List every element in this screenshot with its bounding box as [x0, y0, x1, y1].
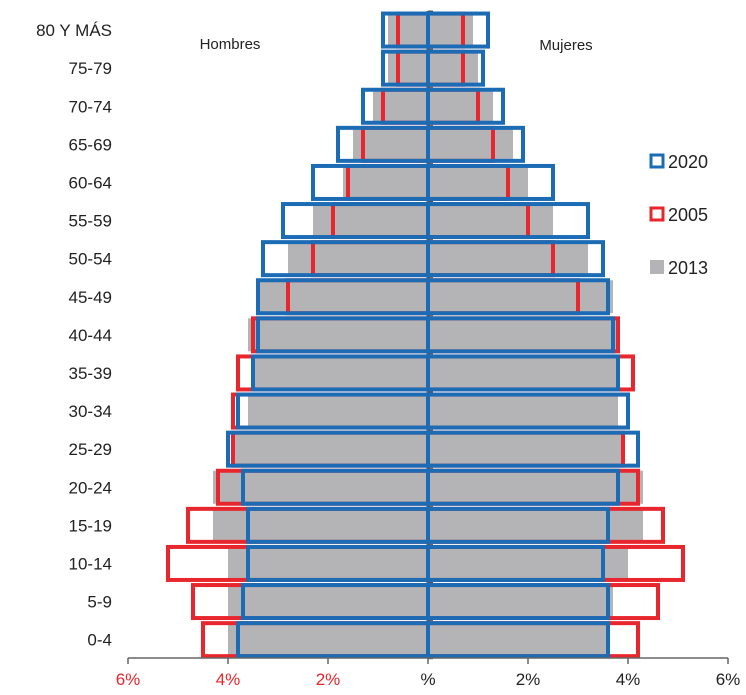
category-label: 60-64 — [69, 173, 112, 192]
bar-2013-mujeres — [428, 204, 553, 238]
category-label: 30-34 — [69, 402, 112, 421]
bar-2013-mujeres — [428, 623, 608, 657]
legend-label-2013: 2013 — [668, 258, 708, 278]
category-label: 20-24 — [69, 478, 112, 497]
bar-2013-hombres — [343, 165, 428, 199]
category-label: 80 Y MÁS — [36, 21, 112, 40]
x-tick-label: 6% — [116, 670, 141, 689]
x-tick-label: % — [420, 670, 435, 689]
bar-2013-hombres — [253, 356, 428, 390]
bar-2013-mujeres — [428, 127, 513, 161]
legend-swatch-2005 — [649, 206, 665, 222]
legend-label-2005: 2005 — [668, 205, 708, 225]
bar-2013-hombres — [258, 280, 428, 314]
category-label: 65-69 — [69, 135, 112, 154]
bar-2013-mujeres — [428, 432, 623, 466]
category-label: 70-74 — [69, 97, 112, 116]
category-label: 50-54 — [69, 250, 112, 269]
bar-2013-mujeres — [428, 318, 618, 352]
left-side-label: Hombres — [200, 36, 261, 53]
category-label: 0-4 — [87, 631, 112, 650]
bar-2013-hombres — [388, 51, 428, 85]
legend: 2020 2005 2013 — [649, 152, 708, 278]
category-label: 40-44 — [69, 326, 112, 345]
category-label: 25-29 — [69, 440, 112, 459]
x-tick-label: 2% — [316, 670, 341, 689]
bar-2013-hombres — [248, 394, 428, 428]
bar-2013-hombres — [388, 13, 428, 47]
category-label: 55-59 — [69, 212, 112, 231]
x-tick-label: 4% — [216, 670, 241, 689]
bar-2013-hombres — [248, 318, 428, 352]
legend-label-2020: 2020 — [668, 152, 708, 172]
x-tick-label: 6% — [716, 670, 741, 689]
bar-2013-mujeres — [428, 585, 613, 619]
bar-2013-mujeres — [428, 13, 473, 47]
bar-2013-hombres — [228, 546, 428, 580]
bar-2013-hombres — [313, 204, 428, 238]
bar-2013-mujeres — [428, 51, 478, 85]
bar-2013-mujeres — [428, 470, 643, 504]
bar-2013-hombres — [228, 623, 428, 657]
bar-2013-hombres — [353, 127, 428, 161]
category-label: 15-19 — [69, 516, 112, 535]
bar-2013-hombres — [213, 470, 428, 504]
x-tick-label: 4% — [616, 670, 641, 689]
bar-2013-mujeres — [428, 242, 588, 276]
category-label: 35-39 — [69, 364, 112, 383]
x-axis — [127, 10, 729, 664]
category-label: 45-49 — [69, 288, 112, 307]
x-tick-label: 2% — [516, 670, 541, 689]
category-label: 10-14 — [69, 554, 112, 573]
legend-swatch-2020 — [649, 153, 665, 169]
bar-2013-mujeres — [428, 89, 493, 123]
bar-2013-mujeres — [428, 546, 628, 580]
right-side-label: Mujeres — [539, 37, 592, 54]
bar-2013-hombres — [233, 432, 428, 466]
bar-2013-mujeres — [428, 165, 528, 199]
category-labels: 80 Y MÁS 75-79 70-74 65-69 60-64 55-59 50-54 45… — [36, 21, 112, 650]
category-label: 75-79 — [69, 59, 112, 78]
bar-2013-mujeres — [428, 508, 643, 542]
x-tick-labels: 6% 4% 2%% 2% 4% 6% — [116, 670, 741, 689]
bar-2013-hombres — [288, 242, 428, 276]
bar-2013-mujeres — [428, 280, 613, 314]
legend-swatch-2013 — [650, 260, 664, 274]
bar-2013-hombres — [228, 585, 428, 619]
bar-2013-mujeres — [428, 394, 618, 428]
category-label: 5-9 — [87, 593, 112, 612]
bar-2013-hombres — [213, 508, 428, 542]
bar-2013-mujeres — [428, 356, 618, 390]
